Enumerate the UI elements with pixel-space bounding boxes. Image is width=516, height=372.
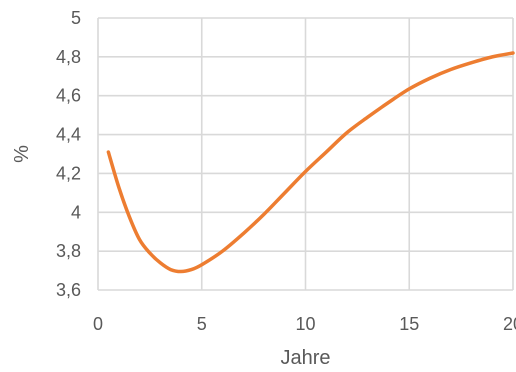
grid [97, 17, 514, 291]
x-tick-label: 0 [93, 314, 103, 334]
y-tick-label: 4,2 [56, 163, 81, 183]
y-tick-label: 4,4 [56, 125, 81, 145]
y-tick-label: 5 [71, 8, 81, 28]
x-tick-label: 5 [197, 314, 207, 334]
y-tick-label: 4,6 [56, 86, 81, 106]
x-tick-label: 20 [503, 314, 516, 334]
x-tick-label: 10 [295, 314, 315, 334]
series-layer [106, 51, 515, 274]
y-tick-label: 3,8 [56, 241, 81, 261]
x-axis-title: Jahre [280, 347, 330, 369]
y-tick-label: 4,8 [56, 47, 81, 67]
series-line [106, 51, 515, 274]
y-axis-title: % [11, 145, 33, 163]
x-tick-label: 15 [399, 314, 419, 334]
y-tick-label: 3,6 [56, 280, 81, 300]
tick-labels: 3,6 3,8 4 4,2 4,4 4,6 4,8 5 0 5 10 15 20 [56, 8, 516, 334]
y-tick-label: 4 [71, 202, 81, 222]
